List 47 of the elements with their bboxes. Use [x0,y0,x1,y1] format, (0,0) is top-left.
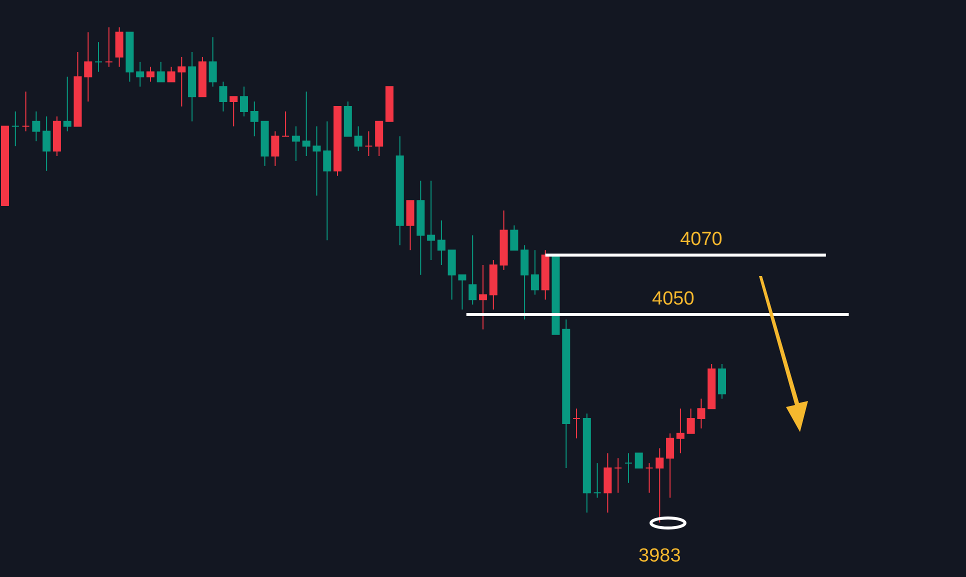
annotation: 4050 [652,288,694,310]
candlestick [530,250,539,296]
candlestick [22,91,30,132]
candlestick [230,96,238,127]
candlestick [354,126,362,152]
candlestick [208,36,217,88]
candlestick [84,32,92,102]
candlestick [104,26,113,68]
annotation: 3983 [638,546,681,567]
candlestick [42,116,51,172]
annotation: 4070 [680,229,722,250]
candlestick [240,86,248,117]
candlestick [167,66,176,82]
candlestick [479,264,487,330]
candlestick [323,120,332,241]
candlestick [94,42,103,72]
candlestick [178,56,186,107]
candlestick [312,126,321,196]
candlestick [468,234,477,306]
candlestick [302,91,310,157]
candlestick [697,398,706,429]
candlestick [593,462,602,498]
candlestick [645,462,654,494]
candlestick [156,61,165,82]
candlestick [11,110,20,147]
candlestick [292,126,300,162]
candlestick [63,76,72,132]
candlestick [458,274,466,310]
candlestick [676,408,684,454]
candlestick [656,448,664,524]
candlestick [624,452,632,484]
candlestick [271,130,280,166]
candlestick [32,110,40,142]
candlestick [136,61,144,88]
candlestick [437,220,446,266]
candlestick [146,66,154,82]
candlestick [614,458,622,494]
candlestick [634,452,643,469]
candlestick [666,432,674,498]
candlestick [427,180,436,261]
candlestick [282,110,290,137]
candlestick [510,224,518,251]
candlestick [250,101,258,137]
candlestick [572,408,581,439]
candlestick [364,130,373,157]
candlestick [686,408,695,434]
candlestick [219,81,228,112]
